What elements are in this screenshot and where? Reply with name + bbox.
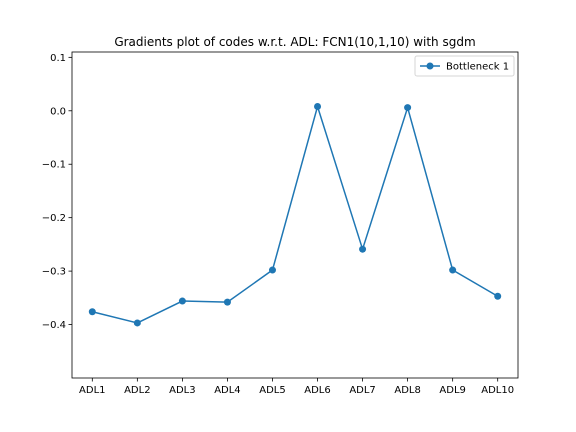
x-tick-label: ADL7 [349,385,375,396]
y-axis: 0.1 0.0 −0.1 −0.2 −0.3 −0.4 [42,53,72,331]
x-tick-label: ADL8 [394,385,420,396]
chart-title: Gradients plot of codes w.r.t. ADL: FCN1… [114,35,475,49]
plot-area [72,52,518,378]
data-point [494,292,502,300]
legend: Bottleneck 1 [414,55,515,77]
y-tick-label: −0.4 [42,320,66,331]
legend-marker [426,62,434,70]
plot-frame [71,51,519,379]
data-point [404,104,412,112]
data-point [359,245,367,253]
legend-box [414,55,515,77]
x-tick-label: ADL4 [214,385,240,396]
x-axis: ADL1 ADL2 ADL3 ADL4 ADL5 ADL6 ADL7 ADL8 ADL9 ADL1… [79,378,514,396]
data-point [449,266,457,274]
data-point [133,319,141,327]
x-tick-label: ADL5 [259,385,285,396]
y-tick-label: 0.0 [50,106,66,117]
data-point [268,266,276,274]
data-point [88,308,96,316]
y-tick-label: −0.1 [42,160,66,171]
x-tick-label: ADL2 [124,385,150,396]
data-point [314,103,322,111]
data-point [223,298,231,306]
x-tick-label: ADL9 [439,385,465,396]
legend-label: Bottleneck 1 [446,62,509,73]
y-tick-label: −0.2 [42,213,66,224]
x-tick-label: ADL1 [79,385,105,396]
data-point [178,297,186,305]
series-line [92,103,499,324]
y-tick-label: −0.3 [42,267,66,278]
x-tick-label: ADL6 [304,385,330,396]
x-tick-label: ADL3 [169,385,195,396]
series-layer [88,103,502,327]
y-tick-label: 0.1 [50,53,66,64]
x-tick-label: ADL10 [481,385,514,396]
